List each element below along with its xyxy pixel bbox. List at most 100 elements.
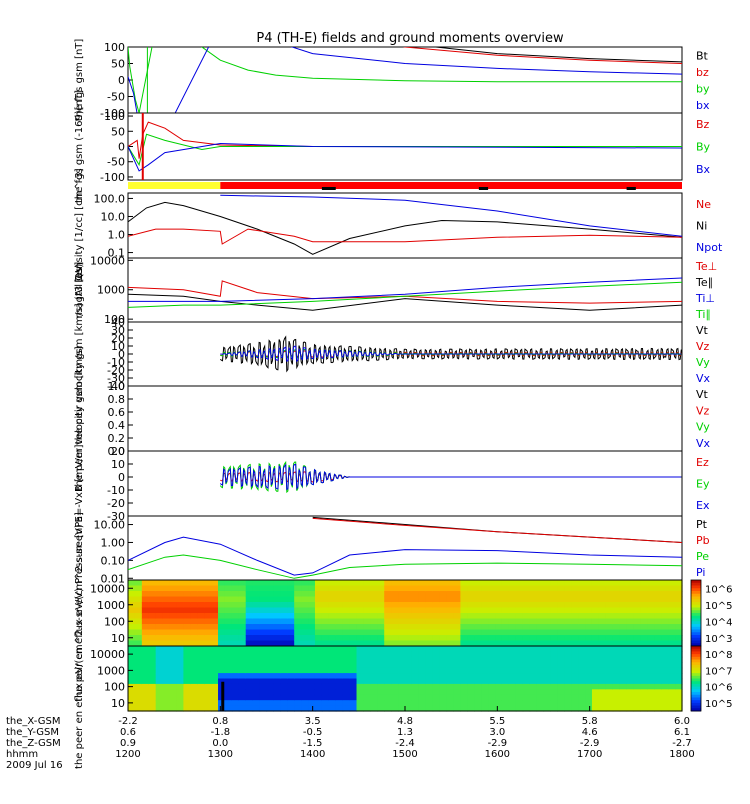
legend-label: Ez (696, 456, 709, 469)
heatmap-cell (474, 624, 482, 631)
heatmap-cell (633, 673, 642, 680)
heatmap-cell (398, 618, 406, 625)
heatmap-cell (543, 640, 552, 647)
heatmap-cell (405, 640, 413, 647)
heatmap-cell (564, 602, 572, 609)
heatmap-cell (328, 667, 337, 674)
heatmap-cell (342, 591, 351, 598)
heatmap-cell (176, 640, 184, 647)
heatmap-cell (522, 596, 531, 603)
heatmap-cell (411, 585, 420, 592)
heatmap-cell (273, 613, 281, 620)
y-tick-label: 0.6 (108, 406, 126, 419)
heatmap-cell (446, 624, 455, 631)
heatmap-cell (654, 580, 662, 587)
heatmap-cell (280, 673, 288, 680)
heatmap-cell (314, 689, 323, 696)
heatmap-cell (155, 694, 164, 701)
heatmap-cell (398, 613, 406, 620)
heatmap-cell (605, 591, 614, 598)
heatmap-cell (218, 624, 226, 631)
heatmap-cell (169, 700, 178, 707)
heatmap-cell (411, 700, 420, 707)
heatmap-cell (508, 591, 517, 598)
heatmap-cell (197, 700, 205, 707)
heatmap-cell (273, 700, 281, 707)
heatmap-cell (585, 662, 593, 669)
heatmap-cell (571, 700, 579, 707)
heatmap-cell (418, 705, 427, 712)
heatmap-cell (543, 656, 552, 663)
heatmap-cell (391, 580, 399, 587)
heatmap-cell (259, 705, 268, 712)
heatmap-cell (252, 629, 261, 636)
heatmap-cell (585, 613, 593, 620)
heatmap-cell (245, 689, 254, 696)
heatmap-cell (287, 683, 295, 690)
heatmap-cell (405, 580, 413, 587)
heatmap-cell (529, 629, 538, 636)
heatmap-cell (190, 640, 198, 647)
heatmap-cell (571, 607, 579, 614)
heatmap-cell (190, 635, 198, 642)
heatmap-cell (238, 624, 247, 631)
heatmap-cell (342, 635, 351, 642)
heatmap-cell (183, 640, 191, 647)
heatmap-cell (543, 705, 552, 712)
heatmap-cell (411, 624, 420, 631)
heatmap-cell (238, 585, 247, 592)
heatmap-cell (619, 678, 628, 685)
heatmap-cell (439, 618, 448, 625)
heatmap-cell (363, 624, 371, 631)
heatmap-cell (557, 640, 565, 647)
heatmap-cell (231, 602, 240, 609)
heatmap-cell (384, 700, 392, 707)
x-row-value: 5.8 (582, 716, 598, 727)
heatmap-cell (675, 607, 683, 614)
heatmap-cell (280, 683, 288, 690)
heatmap-cell (626, 646, 635, 653)
heatmap-cell (585, 694, 593, 701)
heatmap-cell (425, 596, 434, 603)
heatmap-cell (308, 673, 316, 680)
heatmap-cell (543, 596, 552, 603)
heatmap-cell (314, 596, 323, 603)
heatmap-cell (515, 629, 524, 636)
heatmap-cell (190, 700, 198, 707)
heatmap-cell (231, 683, 240, 690)
heatmap-cell (411, 580, 420, 587)
x-row-value: -2.9 (488, 738, 508, 749)
heatmap-cell (349, 656, 358, 663)
heatmap-cell (155, 689, 164, 696)
heatmap-cell (425, 694, 434, 701)
heatmap-cell (626, 667, 635, 674)
heatmap-cell (218, 651, 226, 658)
heatmap-cell (605, 694, 614, 701)
heatmap-cell (141, 596, 150, 603)
heatmap-cell (141, 656, 150, 663)
heatmap-cell (391, 602, 399, 609)
heatmap-cell (501, 700, 510, 707)
heatmap-cell (474, 613, 482, 620)
y-tick-label: -10 (107, 356, 125, 369)
colorbar-tick-label: 10^7 (705, 666, 732, 677)
heatmap-cell (245, 656, 254, 663)
heatmap-cell (501, 651, 510, 658)
heatmap-cell (654, 613, 662, 620)
heatmap-cell (508, 662, 517, 669)
heatmap-cell (439, 683, 448, 690)
heatmap-cell (224, 646, 233, 653)
heatmap-cell (197, 689, 205, 696)
heatmap-cell (585, 596, 593, 603)
heatmap-cell (176, 624, 184, 631)
heatmap-cell (612, 580, 621, 587)
heatmap-cell (564, 678, 572, 685)
heatmap-cell (169, 683, 178, 690)
x-row-value: -2.7 (672, 738, 692, 749)
heatmap-cell (647, 591, 655, 598)
heatmap-cell (245, 640, 254, 647)
heatmap-cell (155, 640, 164, 647)
heatmap-cell (273, 635, 281, 642)
heatmap-cell (481, 678, 489, 685)
heatmap-cell (654, 591, 662, 598)
